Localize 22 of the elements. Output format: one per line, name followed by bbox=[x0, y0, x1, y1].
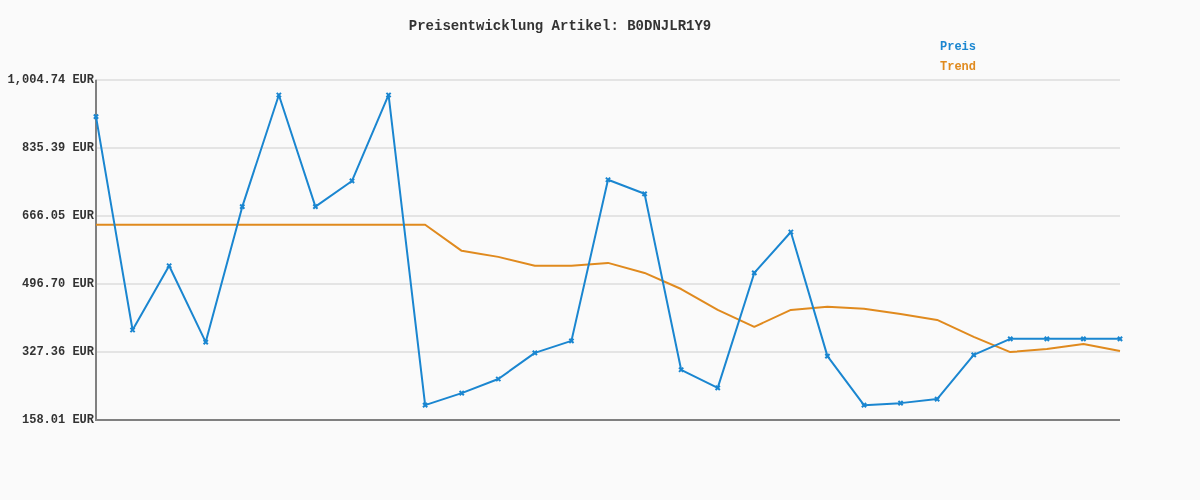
chart-title: Preisentwicklung Artikel: B0DNJLR1Y9 bbox=[408, 17, 712, 34]
point bbox=[202, 338, 209, 346]
y-tick-label: 666.05 EUR bbox=[21, 208, 95, 223]
point bbox=[860, 402, 868, 409]
point bbox=[531, 349, 538, 357]
point bbox=[934, 395, 941, 403]
point bbox=[787, 228, 794, 236]
point bbox=[458, 389, 465, 397]
text: Trend bbox=[940, 60, 977, 75]
point bbox=[970, 351, 977, 359]
y-tick-label: 158.01 EUR bbox=[21, 413, 95, 428]
y-tick-label: 1,004.74 EUR bbox=[7, 72, 95, 87]
text: Preis bbox=[940, 40, 977, 55]
point bbox=[751, 269, 758, 277]
y-tick-label: 835.39 EUR bbox=[21, 140, 95, 155]
point bbox=[678, 366, 685, 373]
point bbox=[275, 91, 282, 99]
y-tick-label: 327.36 EUR bbox=[21, 344, 95, 359]
point bbox=[422, 402, 429, 409]
point bbox=[348, 177, 356, 185]
point bbox=[1043, 335, 1050, 342]
y-tick-label: 496.70 EUR bbox=[21, 276, 95, 291]
